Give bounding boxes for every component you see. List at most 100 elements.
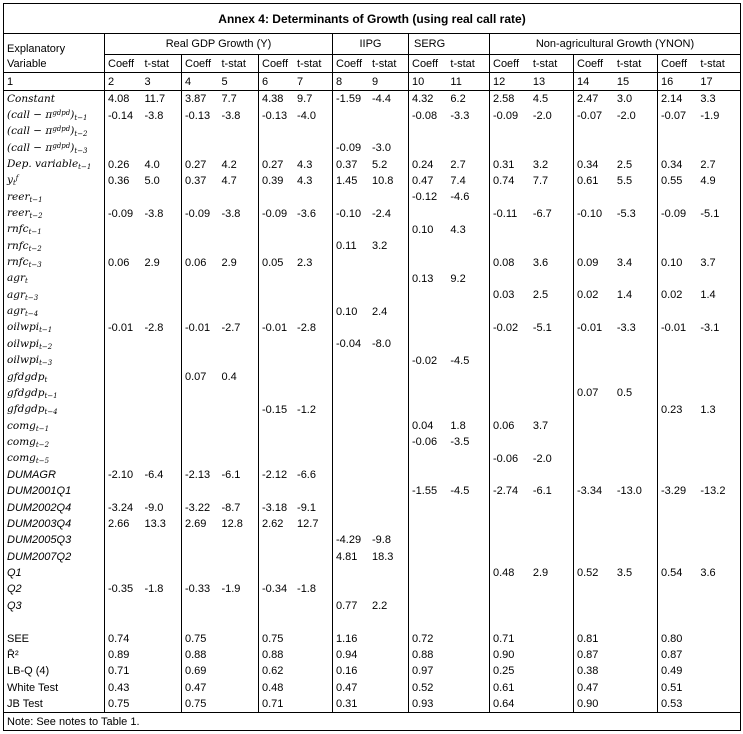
value-coeff: 0.06 xyxy=(108,256,130,269)
value-coeff: 2.14 xyxy=(661,93,683,106)
value-tstat: 13.3 xyxy=(144,518,166,531)
cell: -0.01 -2.7 xyxy=(181,319,259,337)
value-coeff: 0.13 xyxy=(412,272,434,285)
cell: 0.13 9.2 xyxy=(408,270,490,288)
value-coeff: -3.29 xyxy=(661,485,687,498)
cell: 0.34 2.5 xyxy=(573,156,658,173)
value-coeff: 0.10 xyxy=(412,223,434,236)
cell: 0.48 xyxy=(258,679,333,696)
value-tstat: -9.8 xyxy=(372,534,391,547)
cell: 0.16 xyxy=(332,663,409,680)
value-coeff: 0.88 xyxy=(412,648,434,661)
cell xyxy=(489,466,574,484)
value-tstat: 1.8 xyxy=(450,420,466,433)
value-tstat: 3.2 xyxy=(532,158,549,171)
column-number: 15 xyxy=(616,75,630,88)
value-tstat xyxy=(450,682,489,694)
value-coeff: 0.64 xyxy=(493,697,515,710)
value-tstat: -3.6 xyxy=(297,207,316,220)
value-coeff: 0.10 xyxy=(661,256,683,269)
column-number: 13 xyxy=(532,75,546,88)
value-tstat: 18.3 xyxy=(372,550,394,563)
value-tstat: -2.0 xyxy=(532,109,552,122)
cell xyxy=(332,189,409,206)
column-number: 7 xyxy=(297,75,304,88)
value-tstat: -8.7 xyxy=(221,501,241,514)
value-coeff: 2.69 xyxy=(185,518,207,531)
cell xyxy=(573,597,658,614)
cell: 2.69 12.8 xyxy=(181,515,259,533)
cell: 0.48 2.9 xyxy=(489,564,574,582)
value-tstat xyxy=(144,698,181,710)
cell xyxy=(408,515,490,533)
cell xyxy=(332,254,409,271)
table-row: rnfct−1 0.10 4.3 xyxy=(4,221,741,239)
group-header-serg: SERG xyxy=(408,33,490,55)
cell: -0.13 -4.0 xyxy=(258,107,333,124)
cell: -2.13 -6.1 xyxy=(181,466,259,484)
cell xyxy=(104,564,182,582)
table-row: Q2 -0.35 -1.8 -0.33 -1.9 -0.34 -1.8 xyxy=(4,581,741,598)
value-coeff: 2.66 xyxy=(108,518,130,531)
value-tstat: -2.0 xyxy=(532,452,552,465)
cell xyxy=(181,401,259,418)
cell xyxy=(408,548,490,565)
cell: 0.90 xyxy=(573,695,658,713)
value-tstat: 0.5 xyxy=(616,387,633,400)
table-title: Annex 4: Determinants of Growth (using r… xyxy=(3,3,741,34)
value-tstat: -1.9 xyxy=(700,109,720,122)
value-tstat xyxy=(617,649,657,661)
cell xyxy=(656,417,741,435)
cell: -0.06 -3.5 xyxy=(408,434,490,451)
cell: Coeff t-stat xyxy=(573,54,658,73)
cell xyxy=(104,401,182,418)
cell: 0.37 5.2 xyxy=(332,156,409,173)
cell xyxy=(408,466,490,484)
cell: 0.10 3.7 xyxy=(656,254,741,271)
cell: 0.26 4.0 xyxy=(104,156,182,173)
cell: -2.12 -6.6 xyxy=(258,466,333,484)
cell xyxy=(104,270,182,288)
cell: 0.07 0.5 xyxy=(573,385,658,402)
cell: 4.08 11.7 xyxy=(104,90,182,108)
cell xyxy=(656,189,741,206)
column-number: 9 xyxy=(372,75,379,88)
value-coeff: -0.07 xyxy=(577,109,603,122)
table-row: gfdgdpt−4 -0.15 -1.2 0.23 1.3 xyxy=(4,401,741,418)
row-label: Q3 xyxy=(7,599,22,612)
cell: -0.01 -3.1 xyxy=(656,319,741,337)
cell: 0.47 xyxy=(332,679,409,696)
cell xyxy=(489,123,574,141)
value-coeff: -0.12 xyxy=(412,191,438,204)
value-coeff: 1.16 xyxy=(336,632,358,645)
cell xyxy=(104,385,182,402)
column-number: 4 xyxy=(185,75,192,88)
cell: 0.93 xyxy=(408,695,490,713)
cell: -3.34 -13.0 xyxy=(573,483,658,500)
cell xyxy=(408,368,490,386)
value-tstat: 3.7 xyxy=(532,420,549,433)
value-tstat: -1.9 xyxy=(221,583,241,596)
cell xyxy=(332,466,409,484)
table-row: oilwpit−2 -0.04 -8.0 xyxy=(4,336,741,353)
value-tstat: 2.9 xyxy=(144,256,160,269)
cell: 0.88 xyxy=(181,646,259,664)
value-tstat: 12.8 xyxy=(221,518,243,531)
cell: -0.09 -3.0 xyxy=(332,140,409,157)
value-coeff: -2.13 xyxy=(185,469,211,482)
cell: 0.04 1.8 xyxy=(408,417,490,435)
cell xyxy=(489,303,574,320)
value-tstat: -4.5 xyxy=(450,354,470,367)
cell xyxy=(258,352,333,369)
row-label: DUMAGR xyxy=(7,469,56,482)
value-coeff: 4.32 xyxy=(412,93,434,106)
cell: 2.47 3.0 xyxy=(573,90,658,108)
value-coeff: 0.62 xyxy=(262,665,284,678)
value-tstat xyxy=(533,633,573,645)
value-coeff: 0.69 xyxy=(185,665,207,678)
table-row: DUM2002Q4 -3.24 -9.0 -3.22 -8.7 -3.18 -9.1 xyxy=(4,499,741,516)
row-label: gfdgdpt−4 xyxy=(7,403,58,417)
row-label: ytf xyxy=(7,174,19,188)
cell xyxy=(181,548,259,565)
value-tstat xyxy=(144,682,181,694)
